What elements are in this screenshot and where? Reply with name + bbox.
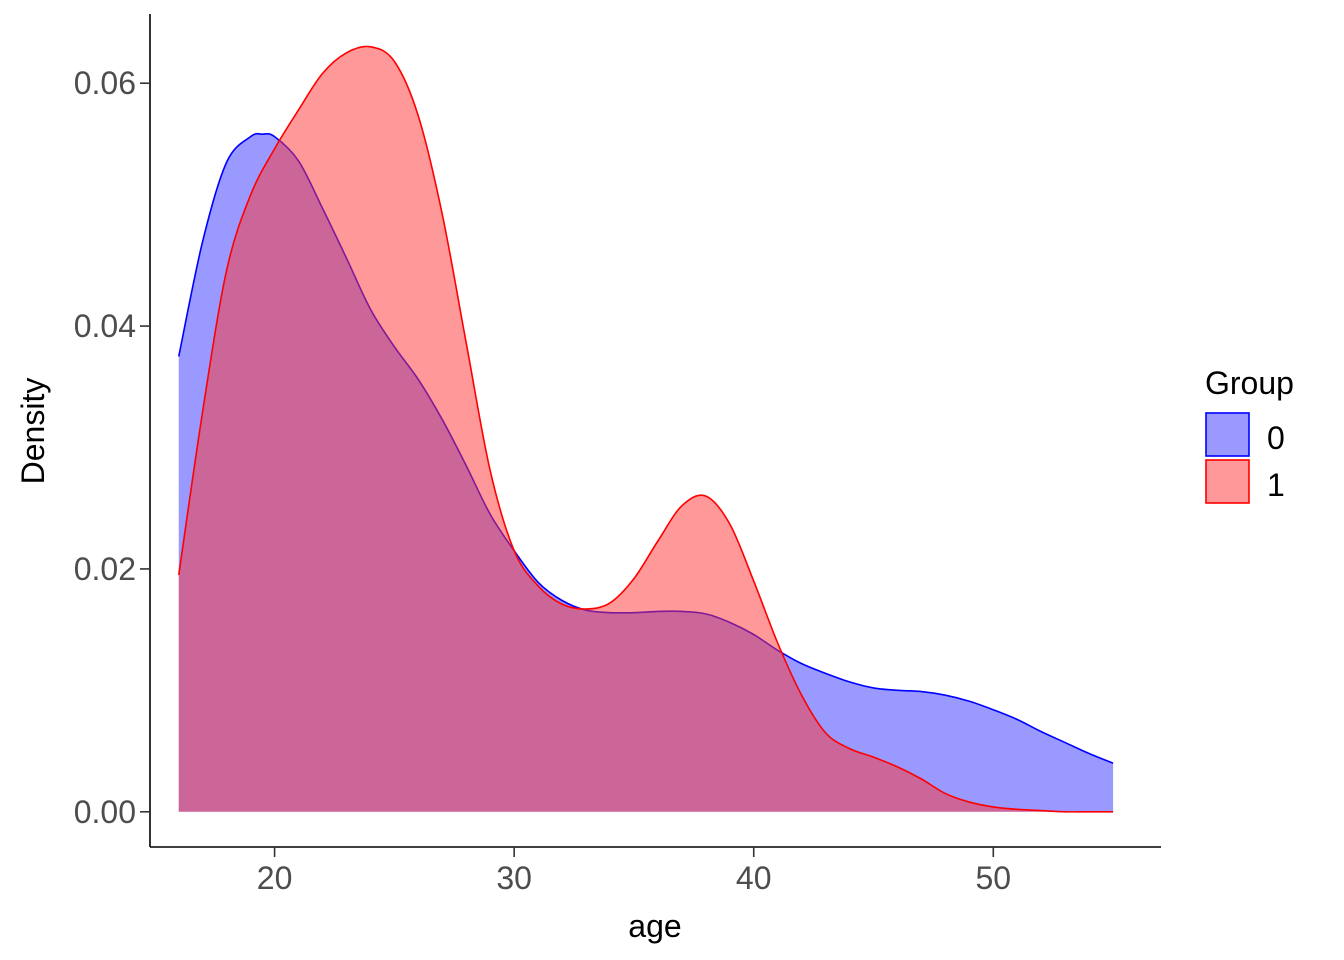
y-tick-label: 0.02 [74,551,136,587]
x-axis-title: age [628,908,681,944]
y-axis-ticks: 0.00 0.02 0.04 0.06 [74,65,150,830]
density-areas [177,45,1114,813]
legend-label-1: 1 [1267,467,1285,503]
x-tick-label: 50 [976,860,1012,896]
y-tick-label: 0.06 [74,65,136,101]
x-tick-label: 20 [257,860,293,896]
density-line-group-1 [177,45,1114,813]
legend: Group 0 1 [1205,365,1294,504]
y-tick-label: 0.00 [74,794,136,830]
x-tick-label: 30 [496,860,532,896]
density-area-group-1 [178,46,1114,812]
y-axis-title: Density [15,378,51,485]
legend-key-1 [1205,459,1250,504]
x-tick-label: 40 [736,860,772,896]
legend-key-0 [1205,412,1250,457]
legend-label-0: 0 [1267,420,1285,456]
y-tick-label: 0.04 [74,308,136,344]
x-axis-ticks: 20 30 40 50 [257,847,1011,896]
legend-title: Group [1205,365,1294,401]
